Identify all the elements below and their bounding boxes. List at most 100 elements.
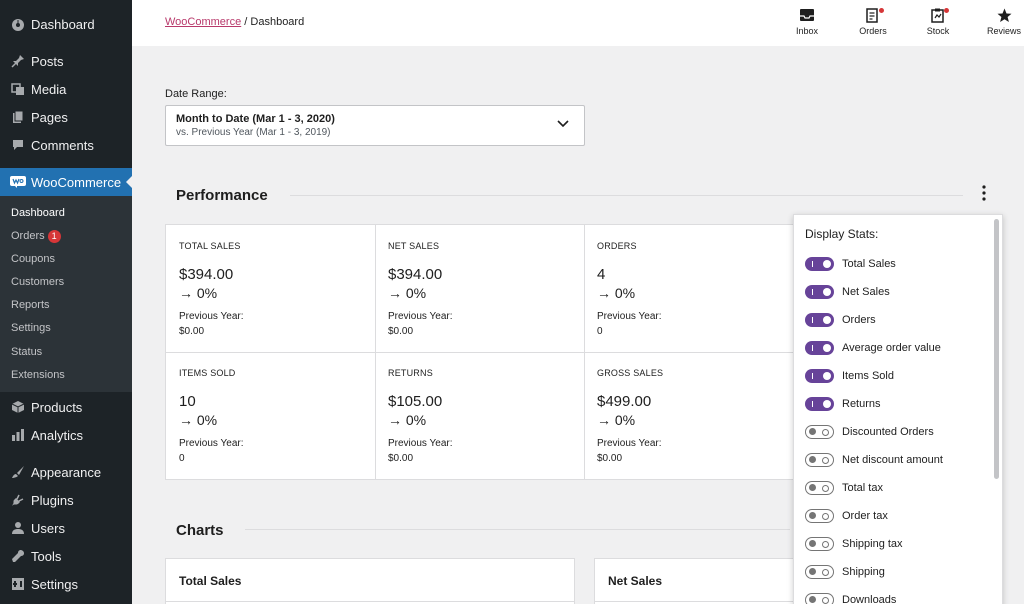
- display-stat-toggle-total-tax[interactable]: Total tax: [805, 479, 883, 497]
- display-stat-toggle-order-tax[interactable]: Order tax: [805, 507, 888, 525]
- menu-label: Appearance: [31, 464, 102, 480]
- toggle-switch[interactable]: [805, 537, 834, 551]
- stat-prev-value: $0.00: [597, 453, 623, 464]
- dashboard-icon: [8, 17, 28, 31]
- toggle-switch[interactable]: [805, 257, 834, 271]
- menu-item-users[interactable]: Users: [0, 514, 132, 542]
- popover-scrollbar[interactable]: [994, 219, 999, 479]
- display-stat-toggle-total-sales[interactable]: Total Sales: [805, 255, 896, 273]
- menu-label: Users: [31, 520, 65, 536]
- reviews-button[interactable]: Reviews: [982, 8, 1024, 36]
- toggle-switch[interactable]: [805, 313, 834, 327]
- menu-label: Settings: [31, 576, 78, 592]
- toggle-label: Total tax: [842, 482, 883, 494]
- menu-label: Pages: [31, 109, 68, 125]
- orders-header-button[interactable]: Orders: [851, 8, 895, 36]
- stat-card-returns[interactable]: RETURNS $105.00 → 0% Previous Year: $0.0…: [375, 352, 585, 480]
- menu-item-pages[interactable]: Pages: [0, 103, 132, 131]
- menu-item-settings[interactable]: Settings: [0, 570, 132, 598]
- box-icon: [8, 400, 28, 414]
- media-icon: [8, 82, 28, 96]
- submenu-item-orders[interactable]: Orders 1: [11, 230, 61, 243]
- display-stat-toggle-shipping[interactable]: Shipping: [805, 563, 885, 581]
- inbox-button[interactable]: Inbox: [785, 8, 829, 36]
- display-stat-toggle-average-order-value[interactable]: Average order value: [805, 339, 941, 357]
- submenu-item-reports[interactable]: Reports: [11, 299, 50, 311]
- display-stat-toggle-returns[interactable]: Returns: [805, 395, 881, 413]
- stat-card-net-sales[interactable]: NET SALES $394.00 → 0% Previous Year: $0…: [375, 225, 585, 353]
- menu-item-woocommerce[interactable]: WooCommerce: [0, 168, 132, 196]
- stat-delta: → 0%: [179, 285, 218, 301]
- toggle-switch[interactable]: [805, 509, 834, 523]
- stat-card-orders[interactable]: ORDERS 4 → 0% Previous Year: 0: [584, 225, 794, 353]
- brush-icon: [8, 465, 28, 479]
- stat-card-total-sales[interactable]: TOTAL SALES $394.00 → 0% Previous Year: …: [166, 225, 376, 353]
- stat-value: $394.00: [179, 266, 234, 283]
- menu-item-dashboard[interactable]: Dashboard: [0, 10, 132, 38]
- stat-prev-label: Previous Year:: [388, 438, 453, 449]
- woocommerce-submenu: Dashboard Orders 1 Coupons Customers Repo…: [0, 196, 132, 392]
- menu-label: Plugins: [31, 492, 74, 508]
- stat-prev-value: $0.00: [388, 453, 414, 464]
- toggle-switch[interactable]: [805, 285, 834, 299]
- plug-icon: [8, 493, 28, 507]
- woo-icon: [8, 176, 28, 188]
- toggle-switch[interactable]: [805, 481, 834, 495]
- stat-prev-value: $0.00: [179, 326, 205, 337]
- display-stat-toggle-shipping-tax[interactable]: Shipping tax: [805, 535, 903, 553]
- toggle-switch[interactable]: [805, 341, 834, 355]
- stat-delta: → 0%: [388, 285, 427, 301]
- stat-prev-value: 0: [179, 453, 185, 464]
- toggle-switch[interactable]: [805, 593, 834, 604]
- submenu-item-customers[interactable]: Customers: [11, 276, 65, 288]
- date-range-select[interactable]: Month to Date (Mar 1 - 3, 2020) vs. Prev…: [165, 105, 585, 146]
- menu-item-posts[interactable]: Posts: [0, 47, 132, 75]
- menu-label: Media: [31, 81, 67, 97]
- display-stats-title: Display Stats:: [805, 227, 879, 241]
- display-stat-toggle-net-sales[interactable]: Net Sales: [805, 283, 890, 301]
- submenu-item-status[interactable]: Status: [11, 346, 43, 358]
- breadcrumb-woocommerce-link[interactable]: WooCommerce: [165, 16, 242, 28]
- stat-label: GROSS SALES: [597, 368, 664, 378]
- toggle-switch[interactable]: [805, 369, 834, 383]
- more-options-icon[interactable]: [978, 185, 990, 201]
- menu-item-comments[interactable]: Comments: [0, 131, 132, 159]
- display-stat-toggle-net-discount-amount[interactable]: Net discount amount: [805, 451, 943, 469]
- breadcrumb-separator: /: [241, 16, 251, 28]
- display-stat-toggle-orders[interactable]: Orders: [805, 311, 876, 329]
- chart-card-divider: [595, 601, 803, 602]
- toggle-switch[interactable]: [805, 565, 834, 579]
- menu-item-products[interactable]: Products: [0, 393, 132, 421]
- stat-card-items-sold[interactable]: ITEMS SOLD 10 → 0% Previous Year: 0: [166, 352, 376, 480]
- menu-item-tools[interactable]: Tools: [0, 542, 132, 570]
- toggle-label: Net discount amount: [842, 454, 943, 466]
- stat-value: $394.00: [388, 266, 443, 283]
- display-stat-toggle-items-sold[interactable]: Items Sold: [805, 367, 894, 385]
- stat-card-gross-sales[interactable]: GROSS SALES $499.00 → 0% Previous Year: …: [584, 352, 794, 480]
- menu-item-analytics[interactable]: Analytics: [0, 421, 132, 449]
- performance-divider: [290, 195, 963, 196]
- breadcrumb-current: Dashboard: [250, 16, 305, 28]
- toggle-label: Shipping: [842, 566, 885, 578]
- toggle-switch[interactable]: [805, 425, 834, 439]
- submenu-item-extensions[interactable]: Extensions: [11, 369, 65, 381]
- menu-item-appearance[interactable]: Appearance: [0, 458, 132, 486]
- toggle-switch[interactable]: [805, 453, 834, 467]
- performance-title: Performance: [176, 187, 268, 204]
- user-icon: [8, 521, 28, 535]
- menu-item-media[interactable]: Media: [0, 75, 132, 103]
- toggle-label: Order tax: [842, 510, 888, 522]
- menu-item-plugins[interactable]: Plugins: [0, 486, 132, 514]
- display-stat-toggle-discounted-orders[interactable]: Discounted Orders: [805, 423, 934, 441]
- menu-label: Analytics: [31, 427, 84, 443]
- toggle-switch[interactable]: [805, 397, 834, 411]
- display-stat-toggle-downloads[interactable]: Downloads: [805, 591, 896, 604]
- stock-button[interactable]: Stock: [916, 8, 960, 36]
- stat-label: ITEMS SOLD: [179, 368, 236, 378]
- stat-value: $499.00: [597, 393, 652, 410]
- reviews-label: Reviews: [986, 26, 1021, 36]
- toggle-label: Shipping tax: [842, 538, 903, 550]
- submenu-item-settings[interactable]: Settings: [11, 322, 51, 334]
- submenu-item-coupons[interactable]: Coupons: [11, 253, 56, 265]
- submenu-item-dashboard[interactable]: Dashboard: [11, 207, 65, 219]
